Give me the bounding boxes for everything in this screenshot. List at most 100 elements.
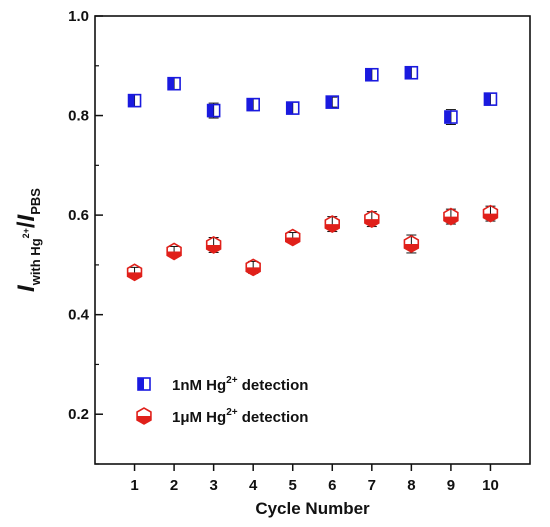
marker-fill [326,96,333,109]
x-tick-label: 2 [170,477,178,494]
marker-fill [246,267,261,276]
marker-fill [285,237,300,246]
marker-outline [166,242,182,261]
marker-outline [364,210,380,229]
data-point [245,258,261,277]
legend-nm-sup: 2+ [226,375,238,386]
marker-fill [364,219,379,228]
x-tick-label: 6 [328,477,336,494]
marker-outline [167,76,181,91]
marker-outline [403,235,420,253]
marker-outline [205,236,222,254]
data-point [167,76,181,91]
marker-fill [167,251,182,260]
data-point [403,234,420,254]
marker-outline [285,101,300,115]
y-tick-label: 0.2 [68,406,89,423]
marker-fill [483,213,498,222]
y-label-i2: I [13,213,40,221]
marker-fill [365,68,372,81]
data-point [127,93,142,108]
marker-outline [126,263,143,282]
data-point [482,204,499,223]
x-tick-label: 4 [249,477,258,494]
x-tick-label: 8 [407,477,415,494]
legend-nm-pre: 1nM Hg [172,377,226,394]
data-point [126,263,143,282]
y-tick-label: 0.4 [68,307,90,324]
marker-fill [127,272,142,281]
marker-outline [137,377,151,391]
legend-um-post: detection [238,409,309,426]
data-point [324,215,341,233]
marker-outline [284,228,301,247]
marker-fill [286,102,293,115]
marker-outline [245,258,261,277]
marker-fill [404,243,419,252]
data-point [284,228,301,247]
x-tick-label: 5 [289,477,297,494]
legend-marker-nm [137,377,151,391]
data-point [365,67,379,82]
marker-fill [405,66,412,79]
marker-outline [444,110,458,124]
data-point [285,101,300,115]
marker-outline [482,204,499,223]
marker-fill [128,94,135,107]
data-point [325,95,340,109]
data-point [206,102,221,119]
plot-frame [94,15,531,465]
marker-fill [484,93,491,106]
y-label-sub1: with Hg [28,238,43,286]
data-point [444,109,458,126]
marker-outline [127,93,142,108]
series-0 [127,65,498,126]
marker-outline [136,407,152,425]
data-point [205,236,222,254]
x-axis-label: Cycle Number [255,499,370,518]
y-label-sub2: PBS [28,188,43,215]
data-marks [126,65,499,282]
y-tick-label: 0.6 [68,207,89,224]
marker-outline [246,97,260,112]
marker-fill [207,104,214,117]
marker-fill [137,416,151,424]
data-point [166,242,182,261]
marker-outline [325,95,340,109]
marker-fill [247,98,254,111]
y-label-sup: 2+ [21,228,31,238]
x-tick-label: 1 [130,477,138,494]
marker-fill [206,244,221,253]
legend-marker-um [136,407,152,425]
legend: 1nM Hg2+ detection 1μM Hg2+ detection [136,375,308,426]
marker-outline [404,65,419,80]
data-point [483,92,498,106]
data-point [404,65,419,80]
marker-outline [324,215,341,233]
marker-outline [365,67,379,82]
marker-fill [444,111,451,124]
y-tick-label: 1.0 [68,8,89,25]
x-tick-label: 9 [447,477,455,494]
data-point [246,97,260,112]
x-tick-label: 7 [368,477,376,494]
legend-text-um: 1μM Hg2+ detection [172,407,308,426]
legend-text-nm: 1nM Hg2+ detection [172,375,308,394]
legend-um-sup: 2+ [226,407,238,418]
legend-um-pre: 1μM Hg [172,409,226,426]
y-label-slash: / [13,221,40,228]
marker-outline [443,207,459,226]
marker-outline [206,103,221,118]
series-1 [126,204,499,282]
marker-fill [443,216,458,225]
y-label-i: I [13,284,40,292]
y-axis-label: Iwith Hg2+/IPBS [13,188,43,292]
marker-outline [483,92,498,106]
data-point [364,210,380,229]
marker-fill [138,378,144,390]
marker-fill [168,77,175,90]
x-tick-label: 3 [209,477,217,494]
axis-ticks: 0.2 0.4 0.6 0.8 1.0 1 2 3 4 5 6 7 8 9 10 [68,8,499,494]
marker-fill [325,224,340,233]
